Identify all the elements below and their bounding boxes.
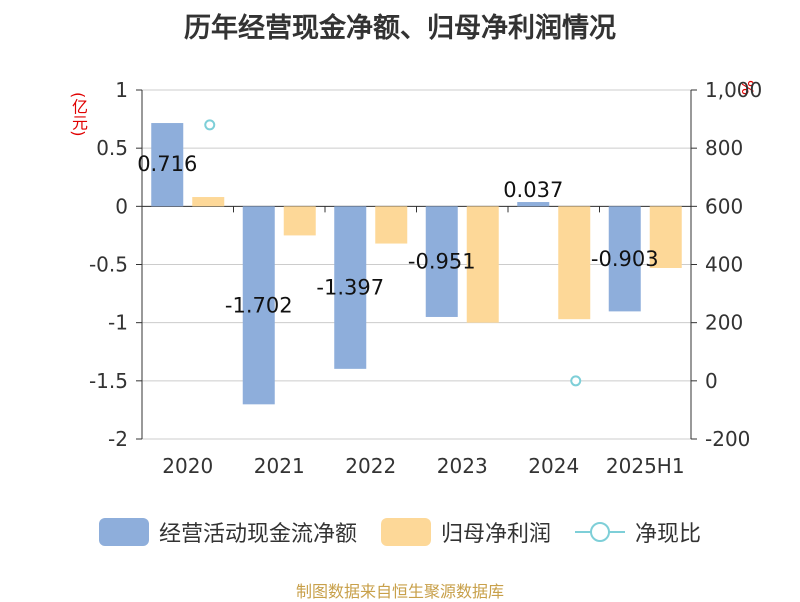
bar-cashflow — [425, 206, 458, 317]
x-tick-label: 2020 — [162, 454, 213, 478]
legend-swatch-net-profit — [380, 518, 431, 546]
right-tick-label: 0 — [705, 369, 718, 393]
left-tick-label: 0.5 — [96, 136, 128, 160]
x-tick-label: 2021 — [254, 454, 305, 478]
bar-cashflow — [517, 202, 550, 207]
bar-net-profit — [192, 197, 225, 207]
bar-cashflow — [334, 206, 367, 369]
legend-swatch-cashflow — [98, 518, 149, 546]
left-tick-label: -1.5 — [89, 369, 128, 393]
x-tick-label: 2023 — [437, 454, 488, 478]
right-tick-label: 1,000 — [705, 78, 762, 102]
left-tick-label: -2 — [108, 427, 128, 451]
left-tick-label: 0 — [115, 194, 128, 218]
data-label-cashflow: -1.702 — [225, 293, 293, 317]
data-source-note: 制图数据来自恒生聚源数据库 — [295, 582, 504, 601]
right-tick-label: -200 — [705, 427, 750, 451]
right-tick-label: 400 — [705, 253, 743, 277]
legend-label-net-profit: 归母净利润 — [440, 522, 551, 547]
bar-cashflow — [242, 206, 275, 405]
bar-net-profit — [649, 206, 682, 268]
left-tick-label: -1 — [108, 311, 128, 335]
x-tick-label: 2024 — [528, 454, 579, 478]
legend-item-net-profit[interactable]: 归母净利润 — [380, 516, 551, 548]
right-tick-label: 600 — [705, 194, 743, 218]
bar-net-profit — [466, 206, 499, 323]
x-tick-label: 2025H1 — [606, 454, 685, 478]
bar-cashflow — [151, 123, 184, 207]
left-tick-label: 1 — [115, 78, 128, 102]
bar-net-profit — [375, 206, 408, 244]
bar-net-profit — [283, 206, 316, 236]
right-tick-label: 800 — [705, 136, 743, 160]
bar-net-profit — [558, 206, 591, 320]
data-label-cashflow: 0.037 — [503, 178, 563, 202]
left-axis-unit: (亿元) — [69, 92, 88, 137]
legend-label-cashflow: 经营活动现金流净额 — [158, 522, 357, 547]
right-tick-label: 200 — [705, 311, 743, 335]
legend-item-cash-ratio[interactable]: 净现比 — [575, 516, 701, 548]
legend-label-cash-ratio: 净现比 — [635, 522, 702, 547]
bar-cashflow — [608, 206, 641, 312]
legend-symbol-cash-ratio — [575, 518, 625, 546]
point-cash-ratio — [204, 119, 216, 131]
x-tick-label: 2022 — [345, 454, 396, 478]
chart-legend: 经营活动现金流净额 归母净利润 净现比 — [0, 516, 800, 548]
point-cash-ratio — [570, 375, 582, 387]
left-tick-label: -0.5 — [89, 253, 128, 277]
legend-item-cashflow[interactable]: 经营活动现金流净额 — [98, 516, 357, 548]
data-label-cashflow: 0.716 — [137, 152, 197, 176]
data-label-cashflow: -0.903 — [591, 247, 659, 271]
data-label-cashflow: -0.951 — [408, 250, 476, 274]
chart-title: 历年经营现金净额、归母净利润情况 — [184, 13, 616, 44]
data-label-cashflow: -1.397 — [316, 276, 384, 300]
